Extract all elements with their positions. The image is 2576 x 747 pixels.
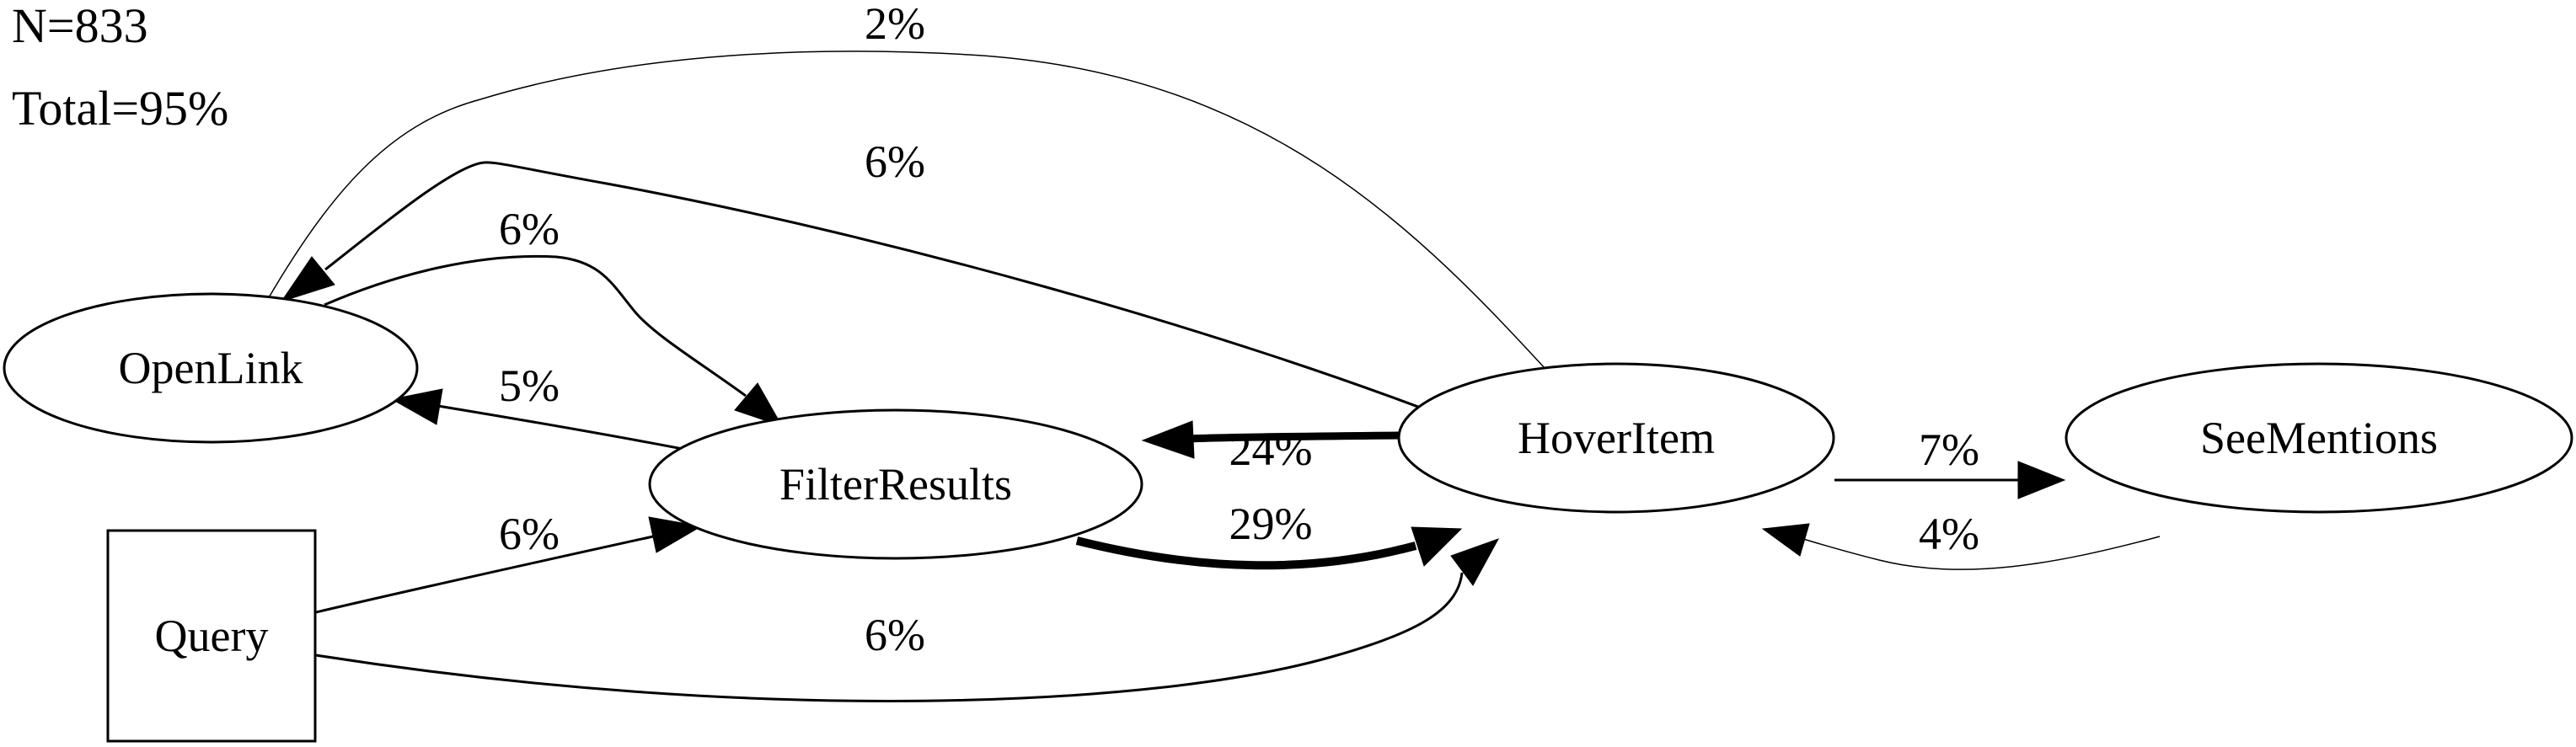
node-hoveritem: HoverItem bbox=[1397, 362, 1835, 514]
node-label-openlink: OpenLink bbox=[119, 343, 303, 393]
node-query: Query bbox=[106, 529, 317, 743]
edge-openlink-to-hoveritem bbox=[267, 51, 1570, 402]
node-label-filterresults: FilterResults bbox=[779, 459, 1012, 510]
node-openlink: OpenLink bbox=[3, 292, 419, 444]
edge-filterresults-to-openlink bbox=[390, 388, 683, 451]
sample-count: N=833 bbox=[12, 0, 148, 53]
node-label-hoveritem: HoverItem bbox=[1518, 413, 1715, 463]
node-label-seementions: SeeMentions bbox=[2200, 413, 2438, 463]
edge-label-filterresults-to-hoveritem: 29% bbox=[1229, 499, 1313, 549]
edge-hoveritem-to-seementions bbox=[1834, 461, 2066, 499]
edge-openlink-to-filterresults bbox=[324, 254, 784, 427]
edge-label-hoveritem-to-filterresults: 24% bbox=[1229, 424, 1313, 475]
edge-hoveritem-to-filterresults bbox=[1141, 420, 1400, 459]
edge-query-to-hoveritem bbox=[315, 538, 1500, 702]
edge-hoveritem-to-openlink bbox=[280, 161, 1471, 429]
edge-seementions-to-hoveritem bbox=[1761, 523, 2161, 570]
node-filterresults: FilterResults bbox=[648, 408, 1143, 560]
edge-label-hoveritem-to-seementions: 7% bbox=[1919, 424, 1979, 475]
node-seementions: SeeMentions bbox=[2065, 362, 2573, 514]
edge-query-to-filterresults bbox=[315, 516, 703, 614]
edge-label-openlink-to-filterresults: 6% bbox=[499, 204, 560, 254]
edge-label-query-to-hoveritem: 6% bbox=[865, 610, 925, 660]
edge-label-filterresults-to-openlink: 5% bbox=[499, 360, 560, 411]
total-coverage: Total=95% bbox=[12, 81, 228, 136]
edge-label-seementions-to-hoveritem: 4% bbox=[1919, 509, 1979, 559]
edge-label-openlink-to-hoveritem: 2% bbox=[865, 0, 925, 49]
node-label-query: Query bbox=[155, 611, 269, 661]
edge-filterresults-to-hoveritem bbox=[1075, 526, 1463, 570]
edge-label-hoveritem-to-openlink: 6% bbox=[865, 136, 925, 187]
edge-label-query-to-filterresults: 6% bbox=[499, 509, 560, 559]
